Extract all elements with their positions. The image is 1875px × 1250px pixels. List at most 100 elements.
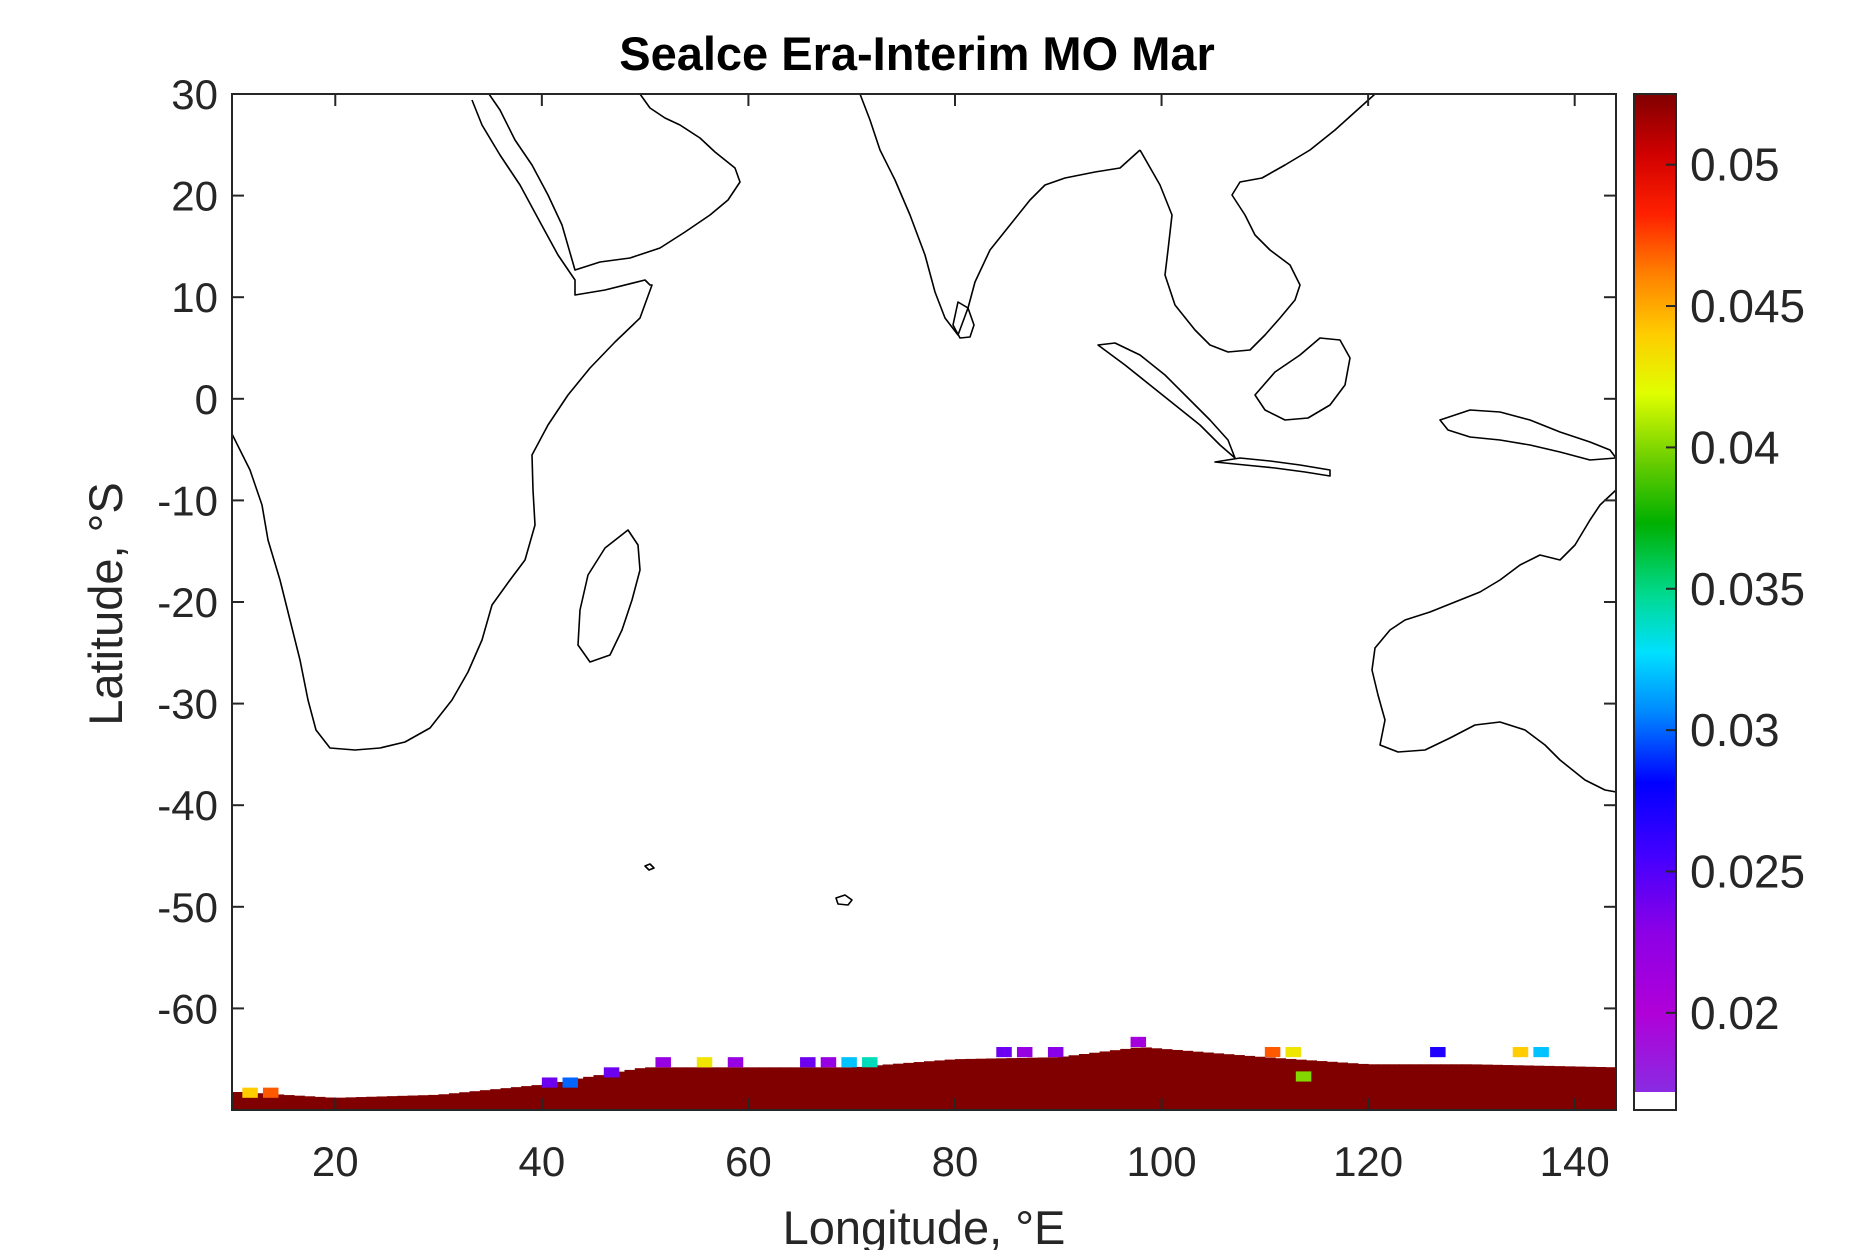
ice-cell [552, 1082, 564, 1110]
colorbar-tick-label: 0.025 [1690, 845, 1805, 897]
ice-cell [1192, 1051, 1204, 1110]
sea-ice-band [232, 1036, 1616, 1110]
ice-cell [934, 1060, 946, 1110]
ice-cell [428, 1094, 440, 1110]
ice-cell [345, 1097, 357, 1110]
ice-cell [686, 1067, 698, 1110]
ice-edge-cell [541, 1077, 558, 1088]
ice-cell [1564, 1066, 1576, 1110]
ice-cell [944, 1059, 956, 1110]
y-tick-label: 20 [171, 173, 218, 220]
ice-cell [314, 1096, 326, 1110]
colorbar-tick-label: 0.03 [1690, 704, 1780, 756]
ice-cell [789, 1067, 801, 1110]
ice-cell [1213, 1053, 1225, 1110]
ice-edge-cell [1130, 1036, 1147, 1048]
plot-area [232, 94, 1616, 1110]
ice-cell [1130, 1047, 1142, 1110]
ice-cell [1357, 1063, 1369, 1110]
y-tick-label: -10 [157, 477, 218, 524]
ice-cell [954, 1059, 966, 1110]
ice-cell [1295, 1059, 1307, 1110]
ice-cell [242, 1092, 254, 1110]
ice-cell [1430, 1064, 1442, 1110]
ice-cell [1275, 1058, 1287, 1110]
ice-cell [1058, 1056, 1070, 1110]
ice-cell [1285, 1058, 1297, 1110]
ice-cell [634, 1068, 646, 1110]
ice-cell [624, 1069, 636, 1110]
ice-cell [903, 1062, 915, 1110]
ice-cell [562, 1080, 574, 1110]
ice-cell [882, 1064, 894, 1110]
ice-edge-cell [996, 1047, 1012, 1058]
ice-cell [386, 1096, 398, 1110]
ice-cell [851, 1066, 863, 1110]
ice-cell [1151, 1048, 1163, 1110]
ice-cell [1337, 1062, 1349, 1110]
ice-cell [758, 1067, 770, 1110]
x-tick-label: 100 [1127, 1138, 1197, 1185]
ice-edge-cell [820, 1057, 837, 1068]
ice-cell [707, 1067, 719, 1110]
ice-cell [572, 1078, 584, 1110]
ice-cell [1388, 1064, 1400, 1110]
y-tick-label: 10 [171, 274, 218, 321]
colorbar-frame [1633, 93, 1677, 1111]
ice-edge-cell [603, 1067, 620, 1078]
ice-edge-cell [862, 1057, 878, 1068]
ice-cell [1037, 1057, 1049, 1110]
ice-cell [645, 1067, 657, 1110]
colorbar-tick-label: 0.04 [1690, 421, 1780, 473]
ice-cell [1006, 1058, 1018, 1110]
ice-cell [1481, 1064, 1493, 1110]
ice-cell [397, 1095, 409, 1110]
ice-cell [407, 1095, 419, 1110]
ice-cell [1399, 1064, 1411, 1110]
coastline-kerguelen [835, 894, 853, 906]
ice-cell [748, 1067, 760, 1110]
ice-cell [862, 1066, 873, 1110]
ice-edge-cell [1016, 1047, 1033, 1058]
y-tick-label: -50 [157, 884, 218, 931]
coastline-madagascar [577, 529, 641, 663]
ice-edge-cell [841, 1057, 857, 1068]
ice-cell [583, 1076, 595, 1110]
x-tick-label: 140 [1540, 1138, 1610, 1185]
ice-edge-cell [562, 1077, 578, 1088]
ice-cell [1089, 1052, 1101, 1110]
ice-cell [1016, 1057, 1028, 1110]
ice-cell [1264, 1057, 1276, 1110]
ice-cell [841, 1067, 853, 1110]
ice-cell [324, 1097, 336, 1110]
x-tick-label: 20 [312, 1138, 359, 1185]
coastline-borneo [1254, 337, 1351, 421]
ice-cell [831, 1067, 842, 1110]
ice-cell [1450, 1064, 1462, 1110]
y-tick-label: -60 [157, 985, 218, 1032]
ice-cell [603, 1073, 615, 1110]
ice-cell [738, 1067, 750, 1110]
y-axis: 30 20 10 0 -10 -20 -30 -40 -50 -60 [157, 71, 1616, 1032]
ice-cell [1471, 1064, 1483, 1110]
coastline-sri-lanka [952, 301, 975, 339]
ice-cell [1409, 1064, 1421, 1110]
y-axis-label: Latitude, °S [79, 482, 132, 726]
ice-cell [1512, 1065, 1524, 1110]
ice-cell [810, 1067, 822, 1110]
ice-cell [1233, 1055, 1245, 1110]
ice-cell [479, 1090, 491, 1110]
ice-edge-cell [800, 1057, 816, 1068]
ice-cell [283, 1095, 295, 1110]
ice-cell [1306, 1060, 1318, 1110]
ice-cell [335, 1097, 347, 1110]
ice-cell [893, 1063, 904, 1110]
ice-cell [1595, 1067, 1607, 1110]
ice-cell [355, 1097, 367, 1110]
colorbar-tick-label: 0.05 [1690, 139, 1780, 191]
ice-cell [1440, 1064, 1452, 1110]
y-tick-label: 30 [171, 71, 218, 118]
ice-cell [1223, 1054, 1235, 1110]
ice-cell [614, 1071, 626, 1110]
